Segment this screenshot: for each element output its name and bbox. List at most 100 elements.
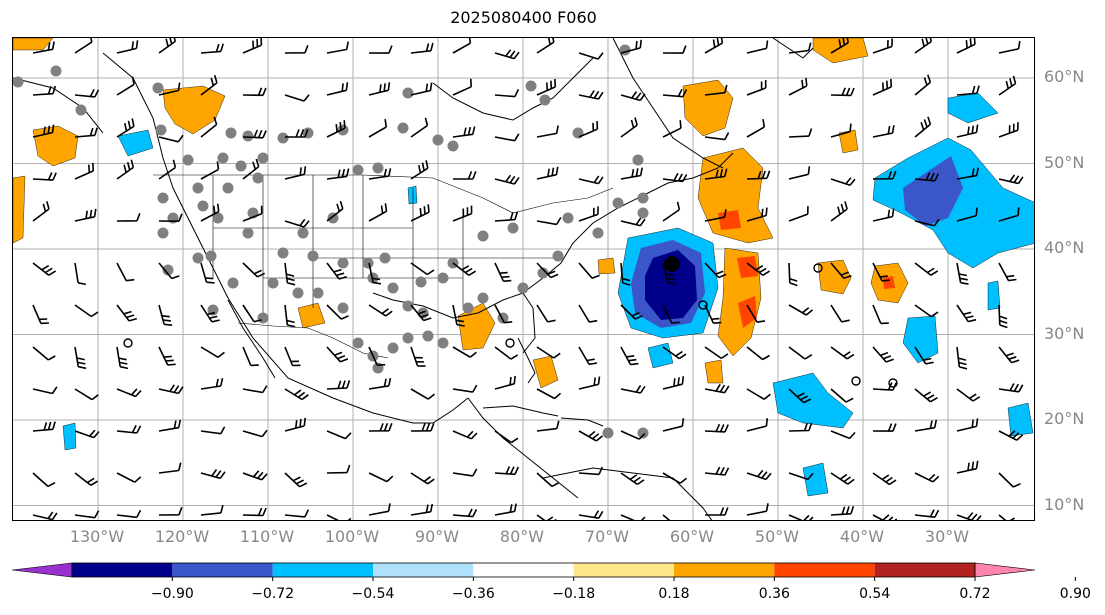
latitude-label: 10°N xyxy=(1044,494,1085,514)
station-marker xyxy=(257,152,269,164)
wind-barb xyxy=(116,425,142,434)
wind-barb xyxy=(116,213,141,222)
wind-barb xyxy=(830,430,856,440)
wind-barb xyxy=(998,262,1017,282)
station-marker xyxy=(162,264,174,276)
wind-barb xyxy=(998,383,1024,393)
station-marker xyxy=(227,277,239,289)
station-marker xyxy=(235,160,247,172)
wind-barb xyxy=(788,388,812,404)
station-marker xyxy=(437,337,449,349)
wind-barb xyxy=(452,468,478,477)
wind-barb xyxy=(956,38,976,54)
colorbar-tick-label: −0.54 xyxy=(351,586,395,602)
wind-barb xyxy=(284,346,301,367)
wind-barb xyxy=(998,207,1020,222)
wind-barb xyxy=(200,161,220,180)
wind-barb xyxy=(704,168,728,180)
station-marker xyxy=(402,87,414,99)
wind-barb xyxy=(368,346,386,366)
wind-barb xyxy=(116,509,142,519)
wind-barb xyxy=(242,158,260,180)
political-borders xyxy=(153,174,614,359)
wind-barb xyxy=(326,120,346,138)
wind-barb xyxy=(578,175,604,185)
wind-barb xyxy=(32,472,56,488)
station-marker xyxy=(402,332,414,344)
wind-barb xyxy=(242,429,268,438)
wind-barb xyxy=(368,423,393,432)
latitude-label: 50°N xyxy=(1044,152,1085,172)
open-circle-marker xyxy=(888,378,898,388)
wind-barb xyxy=(620,384,646,394)
wind-barb xyxy=(242,262,266,278)
shade-negative xyxy=(772,372,854,429)
wind-barb xyxy=(536,420,560,432)
wind-barb xyxy=(536,78,557,96)
station-marker xyxy=(277,247,289,259)
latitude-label: 40°N xyxy=(1044,238,1085,257)
colorbar-outline xyxy=(71,562,976,578)
wind-barb xyxy=(410,82,433,96)
coastline-hispaniola xyxy=(560,417,604,427)
station-marker xyxy=(327,212,339,224)
wind-barb xyxy=(368,168,392,180)
station-marker xyxy=(477,230,489,242)
coastline-gulf xyxy=(372,292,536,354)
colorbar-segment xyxy=(573,563,674,577)
wind-barb xyxy=(998,75,1017,96)
open-circle-marker xyxy=(123,338,133,348)
wind-barb xyxy=(32,262,57,276)
coastline-florida xyxy=(517,337,536,384)
wind-barb xyxy=(158,346,176,366)
colorbar-extend-min xyxy=(11,562,73,578)
wind-barb xyxy=(536,262,559,279)
border-us-mexico xyxy=(237,322,389,359)
border-us-canada xyxy=(153,174,614,214)
wind-barb xyxy=(410,423,435,432)
station-marker xyxy=(242,130,254,142)
wind-barb xyxy=(788,422,813,432)
wind-barb xyxy=(326,168,350,180)
wind-barb xyxy=(536,388,562,400)
colorbar-tick-label: 0.72 xyxy=(959,586,991,602)
wind-barb xyxy=(788,166,811,180)
station-marker xyxy=(537,267,549,279)
wind-barb xyxy=(200,426,226,435)
wind-barb xyxy=(158,384,184,395)
station-marker xyxy=(637,192,649,204)
wind-barb xyxy=(914,262,939,276)
wind-barb xyxy=(116,346,129,370)
station-marker xyxy=(477,292,489,304)
station-marker xyxy=(562,212,574,224)
station-marker xyxy=(157,227,169,239)
wind-barb xyxy=(158,159,177,180)
wind-barb xyxy=(284,218,310,228)
wind-barb xyxy=(74,162,95,180)
wind-barb xyxy=(998,122,1019,138)
station-marker xyxy=(197,200,209,212)
colorbar-segment xyxy=(874,563,975,577)
wind-barb xyxy=(284,304,296,328)
wind-barb xyxy=(284,509,310,518)
wind-barb xyxy=(242,346,259,367)
open-circle-marker xyxy=(813,263,823,273)
weather-map xyxy=(13,38,1034,520)
wind-barb xyxy=(74,346,87,370)
coastline-greenland xyxy=(772,38,814,59)
station-marker xyxy=(352,337,364,349)
wind-barb xyxy=(956,346,968,370)
coastline-baja xyxy=(227,299,276,379)
station-marker xyxy=(212,212,224,224)
colorbar-tick-label: −0.18 xyxy=(552,586,596,602)
wind-barb xyxy=(872,170,897,180)
wind-barb xyxy=(452,262,477,276)
wind-barb xyxy=(662,262,676,285)
wind-barb xyxy=(620,217,646,227)
shade-positive xyxy=(597,257,616,275)
wind-barb xyxy=(158,507,183,516)
wind-barb xyxy=(620,304,643,320)
longitude-label: 50°W xyxy=(754,527,800,546)
wind-barb xyxy=(368,503,391,516)
wind-barb xyxy=(914,116,932,138)
